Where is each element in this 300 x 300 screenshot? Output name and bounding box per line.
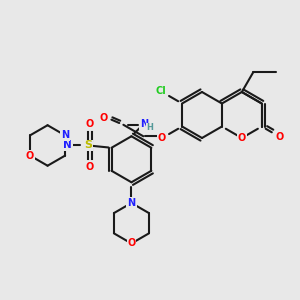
Text: N: N xyxy=(63,140,72,151)
Text: H: H xyxy=(146,123,153,132)
Text: Cl: Cl xyxy=(155,86,166,96)
Text: N: N xyxy=(128,198,136,208)
Text: N: N xyxy=(127,198,136,208)
Text: O: O xyxy=(127,238,136,248)
Text: O: O xyxy=(85,119,94,129)
Text: N: N xyxy=(61,130,69,140)
Text: O: O xyxy=(85,162,94,172)
Text: N: N xyxy=(140,119,148,129)
Text: O: O xyxy=(238,133,246,143)
Text: O: O xyxy=(26,151,34,160)
Text: O: O xyxy=(158,133,166,143)
Text: S: S xyxy=(85,140,92,151)
Text: O: O xyxy=(275,131,283,142)
Text: O: O xyxy=(99,113,107,123)
